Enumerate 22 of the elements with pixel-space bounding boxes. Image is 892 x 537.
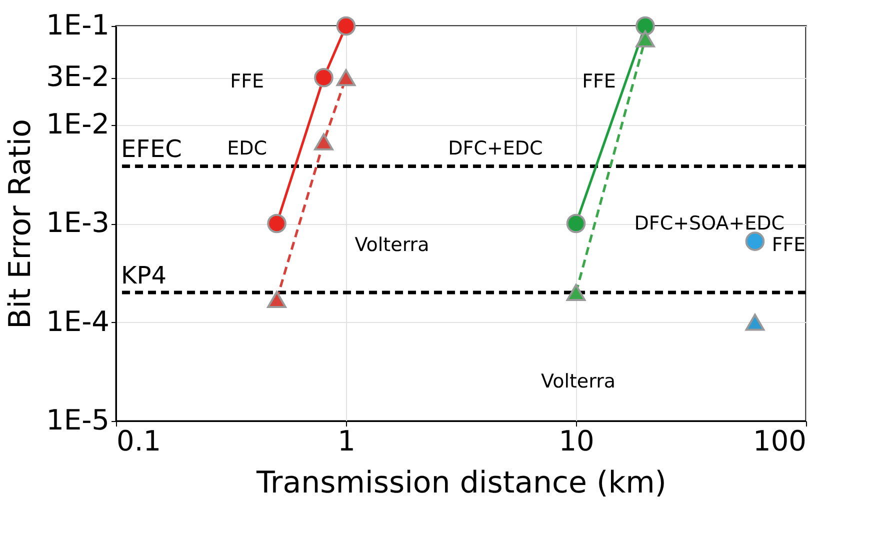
annotation: FFE [772,234,806,256]
x-tick-label: 100 [753,424,806,458]
annotation: EDC [227,137,268,160]
y-tick-label: 1E-4 [46,304,110,338]
annotation: DFC+EDC [448,137,543,160]
ref-line-label: KP4 [121,262,166,290]
annotation: DFC+SOA+EDC [634,212,785,234]
x-tick-label: 10 [558,424,594,458]
annotation: FFE [582,70,616,92]
y-axis-title: Bit Error Ratio [3,119,38,329]
annotation: Volterra [354,234,430,256]
y-tick-label: 3E-2 [46,60,110,94]
y-tick-label: 1E-1 [46,8,110,42]
x-tick-label: 0.1 [116,424,162,458]
ref-line-label: EFEC [121,135,182,164]
x-axis-title: Transmission distance (km) [256,466,666,500]
y-tick-label: 1E-5 [46,404,110,436]
y-tick-label: 1E-2 [46,107,110,140]
y-tick-label: 1E-3 [46,206,110,239]
annotation: Volterra [541,370,616,392]
annotation: FFE [230,70,264,92]
x-tick-label: 1 [338,424,356,458]
